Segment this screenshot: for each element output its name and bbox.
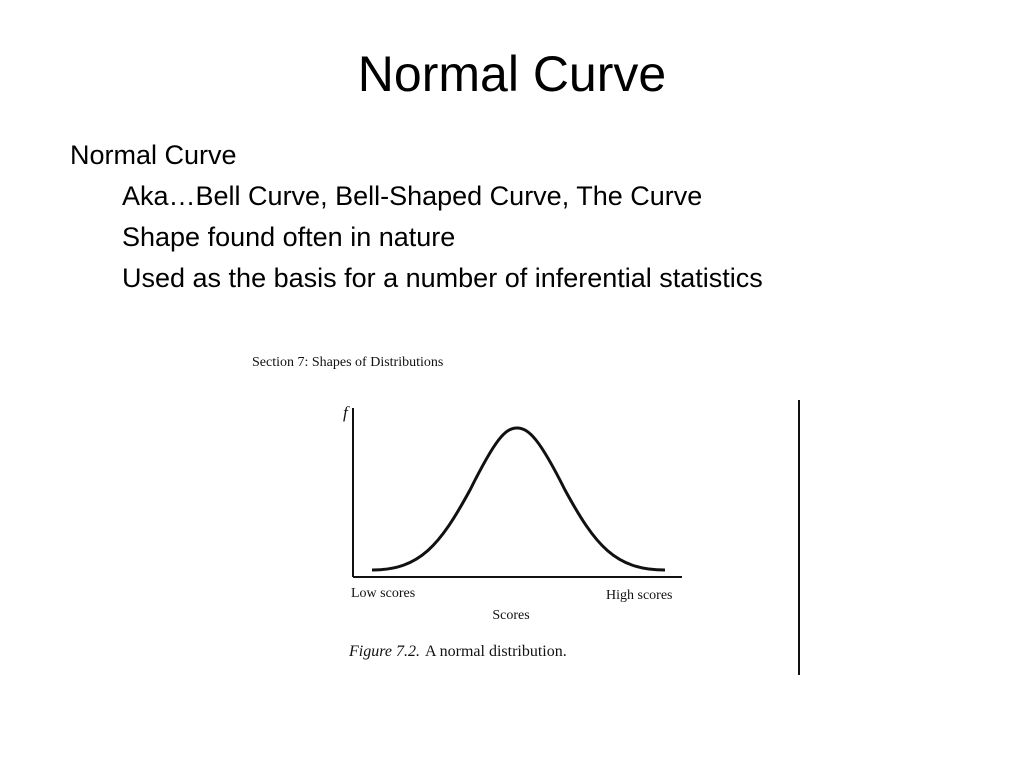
bell-curve [371, 426, 666, 572]
caption-text: A normal distribution. [425, 643, 567, 660]
caption-label: Figure 7.2. [348, 643, 420, 660]
figure-header: Section 7: Shapes of Distributions [252, 355, 443, 370]
x-right-label: High scores [606, 588, 673, 603]
slide-title: Normal Curve [357, 46, 667, 102]
x-axis-title: Scores [492, 608, 529, 623]
x-left-label: Low scores [351, 586, 415, 601]
sub-bullet: Shape found often in nature [122, 222, 456, 252]
bullet: Normal Curve [70, 140, 237, 170]
sub-bullet: Aka…Bell Curve, Bell-Shaped Curve, The C… [122, 181, 703, 211]
sub-bullet: Used as the basis for a number of infere… [122, 263, 763, 293]
figure-caption: Figure 7.2. A normal distribution. [348, 643, 567, 660]
y-axis-label: f [343, 403, 350, 422]
